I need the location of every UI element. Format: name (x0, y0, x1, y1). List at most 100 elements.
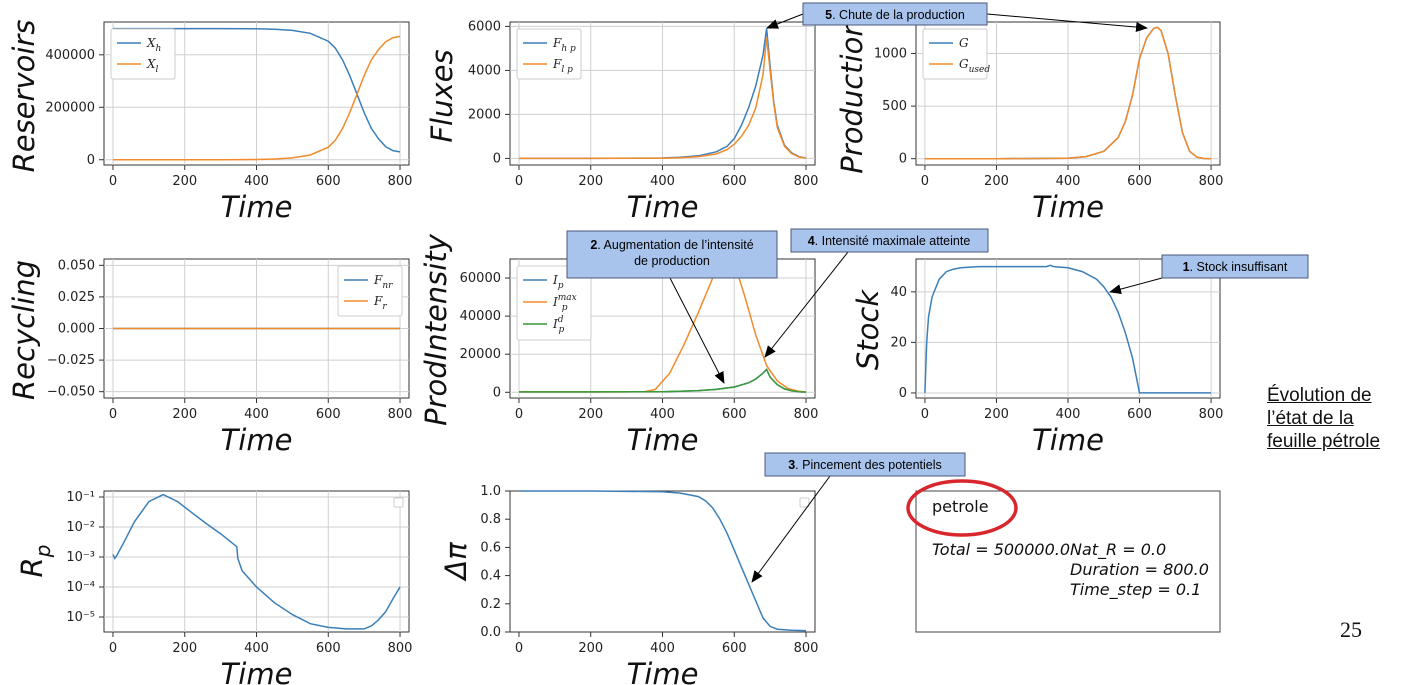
y-tick-label: 10⁻⁵ (66, 610, 95, 625)
series-line-2 (519, 37, 807, 160)
x-tick-label: 800 (794, 407, 819, 422)
legend-label: Fl p (552, 57, 573, 75)
y-tick-label: 0 (493, 151, 501, 166)
y-tick-label: 20 (890, 335, 907, 350)
highlight-circle (906, 479, 1018, 537)
info-nat: Nat_R = 0.0 (1070, 540, 1166, 560)
x-tick-label: 600 (316, 174, 341, 189)
series-line-2 (924, 26, 1212, 160)
x-tick-label: 600 (316, 407, 341, 422)
x-tick-label: 0 (109, 407, 117, 422)
x-tick-label: 200 (984, 407, 1009, 422)
x-tick-label: 600 (316, 641, 341, 656)
y-axis-label: Stock (851, 289, 885, 370)
y-tick-label: 1000 (874, 47, 907, 62)
x-tick-label: 600 (722, 407, 747, 422)
x-tick-label: 400 (650, 407, 675, 422)
annotation-augmentation: 2. Augmentation de l’intensité de produc… (566, 230, 778, 384)
y-tick-label: 0.000 (58, 322, 95, 337)
annotation-pincement: 3. Pincement des potentiels (751, 452, 966, 583)
y-tick-label: 10⁻² (66, 520, 95, 535)
x-tick-label: 0 (515, 407, 523, 422)
x-tick-label: 400 (1056, 407, 1081, 422)
x-tick-label: 400 (244, 407, 269, 422)
y-tick-label: 0.8 (480, 512, 501, 527)
legend-label: Xh (146, 36, 161, 54)
chart-reservoirs: 0 200 400 600 800 0 200000 400000 Time Reservoirs… (7, 20, 412, 224)
x-tick-label: 800 (388, 174, 413, 189)
x-tick-label: 200 (172, 174, 197, 189)
y-tick-label: 0.4 (480, 569, 501, 584)
x-tick-label: 400 (244, 174, 269, 189)
x-tick-label: 0 (515, 174, 523, 189)
info-panel-frame (915, 490, 1221, 633)
y-tick-label: 0 (493, 385, 501, 400)
legend-box (393, 497, 404, 508)
legend-box (110, 28, 176, 80)
y-tick-label: 0.0 (480, 625, 501, 640)
x-tick-label: 0 (109, 174, 117, 189)
legend-label: G (959, 36, 969, 50)
legend-label: Fh p (552, 36, 576, 54)
y-tick-label: 60000 (460, 271, 501, 286)
plots-layer: 0 200 400 600 8000200000400000TimeReservoirs… (7, 18, 1223, 685)
info-total: Total = 500000.0 (932, 540, 1070, 559)
chart-prodintensity: 0 200 400 600 800 0 20000 40000 60000 Time ProdInt… (419, 233, 818, 457)
y-tick-label: 0.6 (480, 540, 501, 555)
x-tick-label: 0 (921, 407, 929, 422)
info-duration: Duration = 800.0 (1070, 560, 1209, 579)
legend-label: Imax p (552, 293, 577, 313)
evolution-link[interactable]: Évolution de l’état de la feuille pétrol… (1267, 385, 1381, 452)
y-tick-label: −0.050 (47, 385, 95, 400)
x-axis-label: Time (221, 657, 293, 685)
x-tick-label: 800 (794, 174, 819, 189)
x-tick-label: 400 (650, 641, 675, 656)
chart-stock: 0 200 400 600 800 0 20 40 Time Stock (851, 258, 1224, 457)
legend-box (516, 28, 582, 80)
x-tick-label: 200 (984, 174, 1009, 189)
x-tick-label: 200 (578, 174, 603, 189)
annotation-augmentation-label-2: de production (634, 254, 710, 268)
y-tick-label: 200000 (45, 100, 95, 115)
series-line-1 (924, 264, 1212, 394)
plot-frame (509, 490, 816, 633)
x-tick-label: 800 (388, 407, 413, 422)
legend-box (922, 28, 988, 80)
y-axis-label: Δπ (439, 542, 473, 582)
y-axis-label: Recycling (7, 260, 41, 400)
y-axis-label: Production (835, 18, 869, 173)
chart-production: 0 200 400 600 800 0 500 1000 Time Production G Guse… (835, 18, 1223, 224)
y-tick-label: 0.025 (58, 290, 95, 305)
y-axis-label: Rp (15, 545, 55, 578)
y-tick-label: 0.2 (480, 597, 501, 612)
chart-fluxes: 0 200 400 600 800 0 2000 4000 6000 Time Fluxes Fh p… (425, 19, 818, 224)
x-axis-label: Time (221, 190, 293, 224)
y-tick-label: 6000 (468, 19, 501, 34)
x-tick-label: 800 (388, 641, 413, 656)
y-tick-label: 4000 (468, 63, 501, 78)
legend-label: Xl (146, 57, 159, 75)
y-axis-label: Fluxes (425, 49, 459, 142)
x-tick-label: 800 (1199, 407, 1224, 422)
x-tick-label: 800 (1199, 174, 1224, 189)
page-number: 25 (1340, 617, 1362, 642)
chart-recycling: 0 200 400 600 800 0.050 0.025 0.000 −0.025 −0.050… (7, 258, 412, 457)
annotation-augmentation-label: 2. Augmentation de l’intensité (590, 238, 753, 252)
y-tick-label: 40000 (460, 309, 501, 324)
legend-label: Ip (552, 273, 564, 291)
x-tick-label: 0 (921, 174, 929, 189)
y-tick-label: 10⁻¹ (66, 490, 95, 505)
x-tick-label: 200 (578, 407, 603, 422)
x-tick-label: 600 (722, 641, 747, 656)
info-timestep: Time_step = 0.1 (1070, 580, 1201, 600)
x-axis-label: Time (221, 423, 293, 457)
y-tick-label: 2000 (468, 107, 501, 122)
annotation-chute-label: 5. Chute de la production (825, 8, 965, 22)
x-tick-label: 400 (650, 174, 675, 189)
series-line-3 (519, 368, 807, 393)
x-tick-label: 400 (1056, 174, 1081, 189)
x-tick-label: 600 (1127, 407, 1152, 422)
legend-label: Fr (373, 294, 387, 312)
y-tick-label: 0 (899, 386, 907, 401)
y-axis-label: ProdIntensity (419, 233, 453, 426)
